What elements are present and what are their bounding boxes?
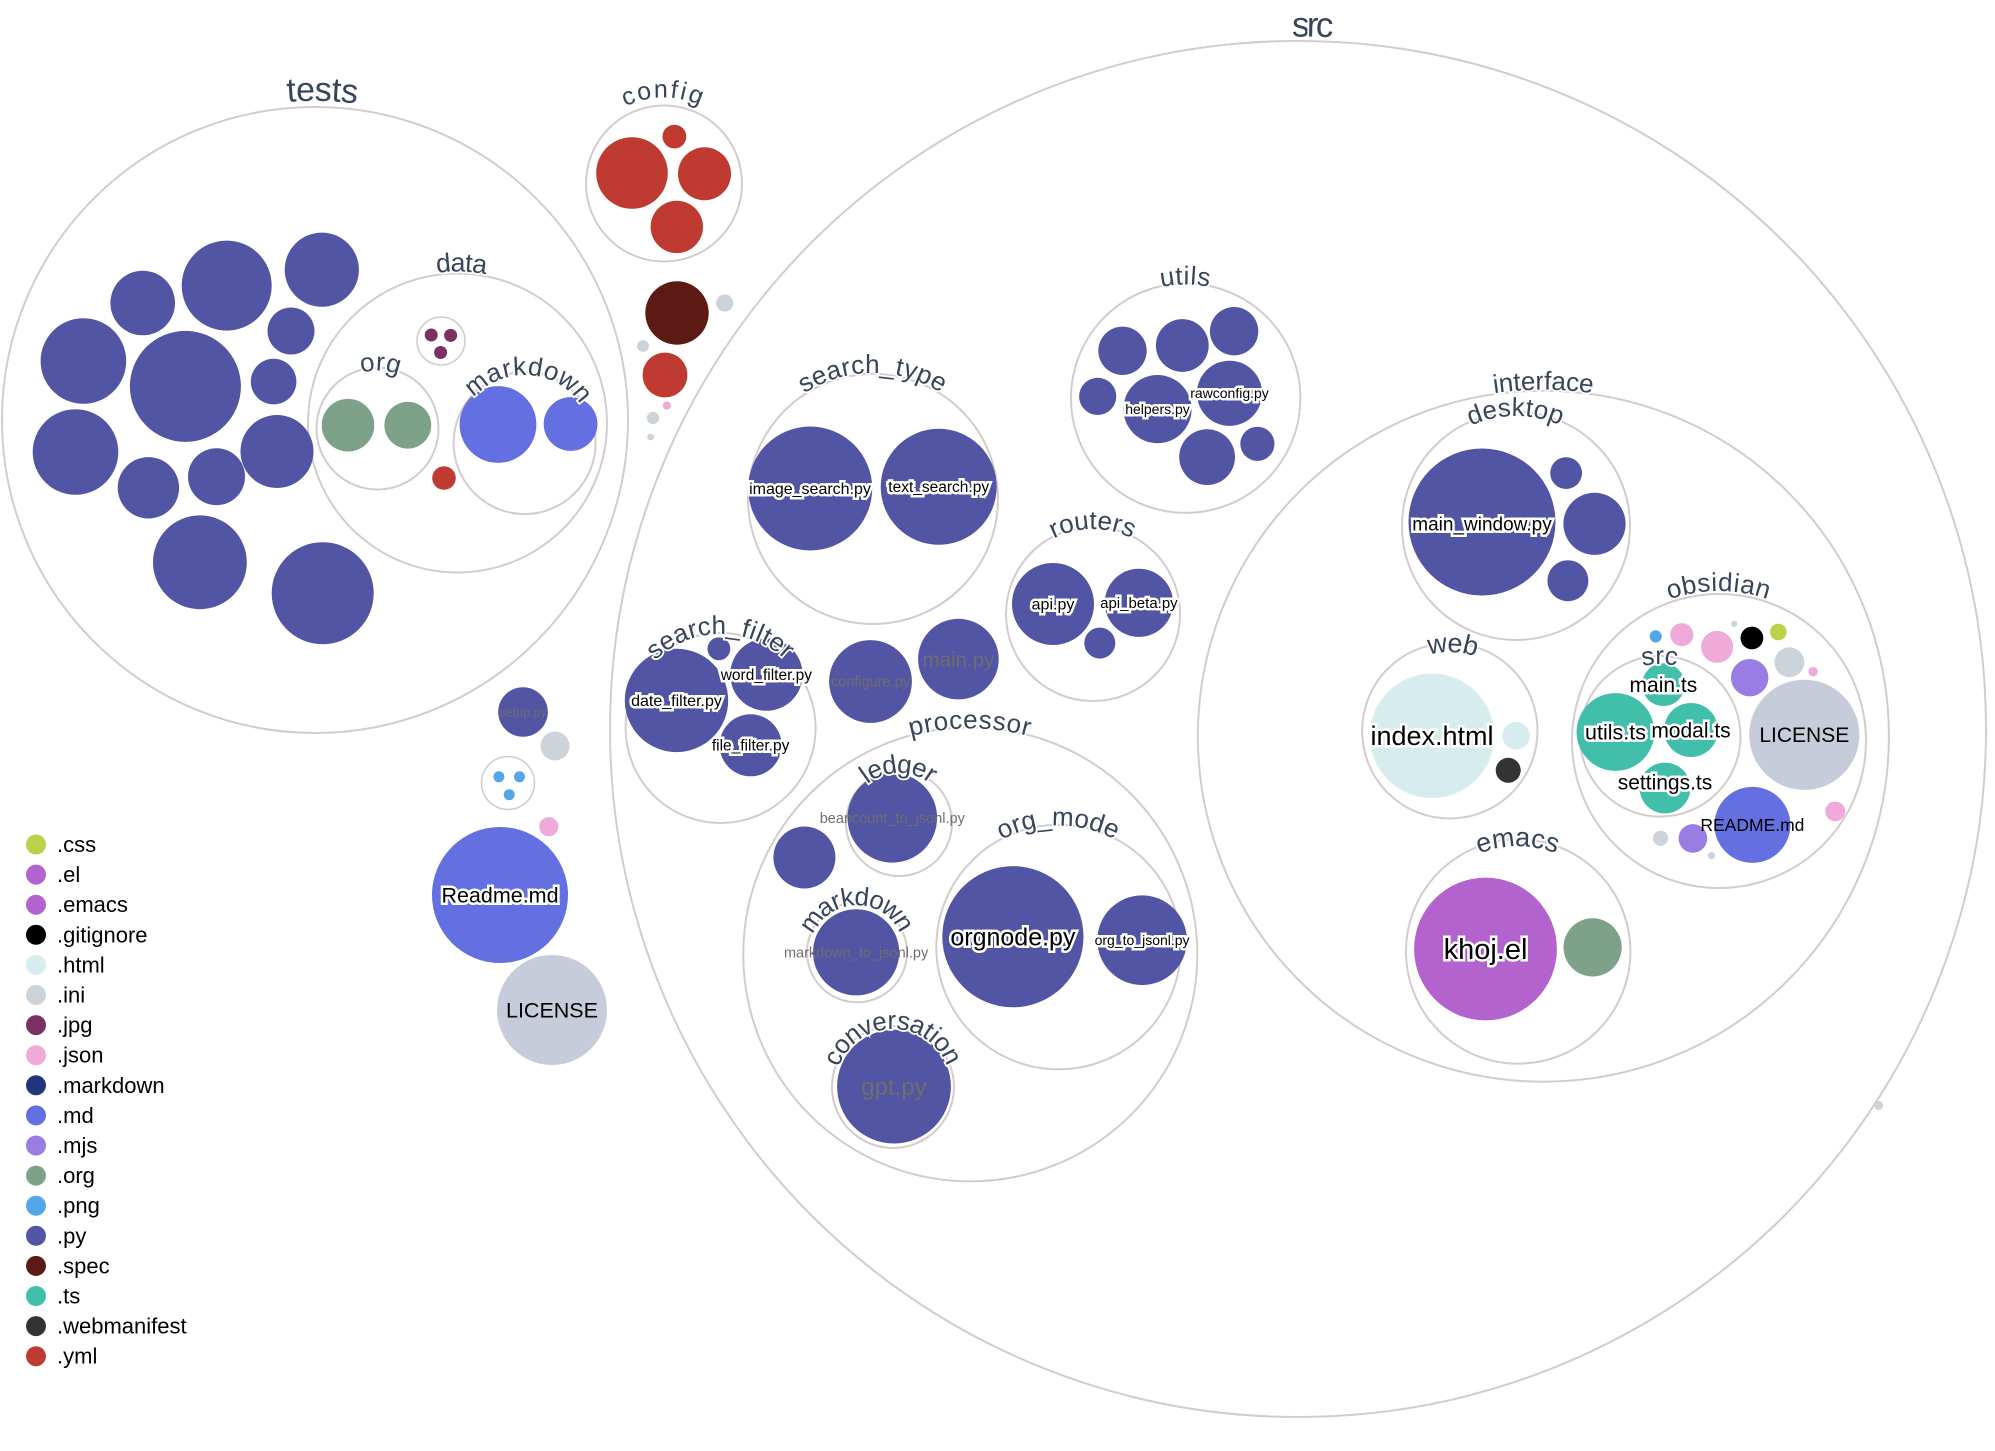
- svg-text:org_to_jsonl.py: org_to_jsonl.py: [1095, 932, 1190, 948]
- svg-text:.html: .html: [57, 952, 105, 977]
- svg-text:.ts: .ts: [57, 1284, 80, 1309]
- svg-text:.markdown: .markdown: [57, 1073, 165, 1098]
- svg-text:.webmanifest: .webmanifest: [57, 1314, 187, 1339]
- svg-text:src: src: [1639, 640, 1681, 672]
- svg-text:.css: .css: [57, 832, 96, 857]
- svg-text:.yml: .yml: [57, 1344, 97, 1369]
- svg-text:file_filter.py: file_filter.py: [712, 738, 790, 755]
- svg-text:LICENSE: LICENSE: [1759, 724, 1849, 747]
- svg-text:orgnode.py: orgnode.py: [950, 924, 1076, 952]
- svg-text:setup.py: setup.py: [499, 705, 547, 719]
- svg-text:main.py: main.py: [923, 648, 996, 671]
- svg-text:.emacs: .emacs: [57, 892, 128, 917]
- svg-text:tests: tests: [285, 71, 360, 112]
- svg-text:src: src: [1292, 5, 1334, 45]
- svg-text:image_search.py: image_search.py: [749, 481, 871, 498]
- svg-text:api_beta.py: api_beta.py: [1100, 595, 1178, 612]
- svg-text:Readme.md: Readme.md: [441, 884, 558, 908]
- svg-text:rawconfig.py: rawconfig.py: [1190, 385, 1269, 401]
- svg-text:beancount_to_jsonl.py: beancount_to_jsonl.py: [820, 811, 966, 827]
- svg-text:utils: utils: [1158, 260, 1214, 292]
- svg-text:api.py: api.py: [1032, 597, 1075, 614]
- svg-text:.spec: .spec: [57, 1253, 110, 1278]
- svg-text:.org: .org: [57, 1163, 95, 1188]
- svg-text:README.md: README.md: [1700, 815, 1804, 835]
- svg-text:configure.py: configure.py: [831, 675, 911, 691]
- svg-text:index.html: index.html: [1370, 721, 1493, 751]
- svg-text:.md: .md: [57, 1103, 94, 1128]
- svg-text:.gitignore: .gitignore: [57, 922, 148, 947]
- svg-text:markdown_to_jsonl.py: markdown_to_jsonl.py: [784, 945, 929, 961]
- svg-text:LICENSE: LICENSE: [506, 999, 598, 1023]
- svg-text:.png: .png: [57, 1193, 100, 1218]
- svg-text:main_window.py: main_window.py: [1412, 515, 1552, 536]
- svg-text:gpt.py: gpt.py: [861, 1074, 926, 1101]
- svg-text:utils.ts: utils.ts: [1585, 721, 1646, 745]
- svg-text:data: data: [435, 247, 490, 280]
- svg-text:word_filter.py: word_filter.py: [720, 667, 813, 684]
- svg-text:text_search.py: text_search.py: [888, 479, 989, 496]
- svg-text:org: org: [358, 346, 407, 380]
- svg-text:helpers.py: helpers.py: [1125, 401, 1190, 417]
- svg-text:.jpg: .jpg: [57, 1013, 92, 1038]
- svg-text:modal.ts: modal.ts: [1651, 719, 1730, 742]
- svg-text:.el: .el: [57, 862, 80, 887]
- svg-text:.py: .py: [57, 1223, 86, 1248]
- svg-text:interface: interface: [1491, 366, 1596, 399]
- svg-text:.json: .json: [57, 1043, 103, 1068]
- svg-text:main.ts: main.ts: [1630, 674, 1698, 697]
- svg-text:web: web: [1424, 628, 1482, 663]
- svg-text:date_filter.py: date_filter.py: [631, 693, 722, 710]
- svg-text:.mjs: .mjs: [57, 1133, 97, 1158]
- svg-text:khoj.el: khoj.el: [1444, 934, 1528, 966]
- svg-text:.ini: .ini: [57, 983, 85, 1008]
- svg-text:settings.ts: settings.ts: [1618, 771, 1713, 794]
